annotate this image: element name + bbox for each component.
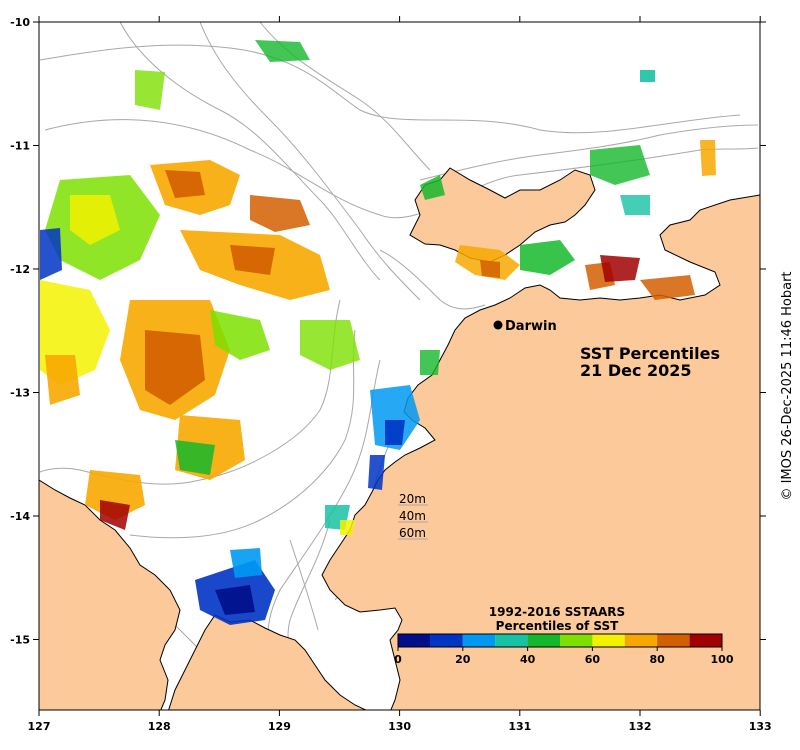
colorbar-tick-label: 40 (520, 653, 536, 666)
colorbar-swatch (527, 634, 560, 647)
colorbar-swatch (398, 634, 431, 647)
lon-tick-label: 130 (388, 720, 411, 733)
depth-label-20m: 20m (399, 492, 426, 506)
colorbar-title-line2: Percentiles of SST (496, 619, 619, 633)
lon-tick-label: 128 (148, 720, 171, 733)
lon-tick-label: 129 (268, 720, 291, 733)
lat-tick-label: -13 (10, 387, 30, 400)
colorbar-tick-label: 100 (711, 653, 734, 666)
lon-tick-label: 127 (28, 720, 51, 733)
southern-land (168, 614, 367, 710)
lat-tick-label: -11 (10, 140, 30, 153)
colorbar: 1992-2016 SSTAARS Percentiles of SST 0 20… (394, 605, 734, 666)
map-title-line1: SST Percentiles (580, 344, 720, 363)
lat-tick-label: -15 (10, 634, 30, 647)
colorbar-swatch (462, 634, 496, 647)
longitude-axis: 127 128 129 130 131 132 133 (28, 16, 772, 733)
land (39, 167, 760, 710)
lon-tick-label: 133 (749, 720, 772, 733)
darwin-marker-icon (493, 320, 503, 330)
sst-data-patches (40, 40, 716, 625)
colorbar-tick-label: 60 (585, 653, 601, 666)
colorbar-ticks: 0 20 40 60 80 100 (394, 647, 734, 666)
lon-tick-label: 131 (508, 720, 531, 733)
colorbar-swatch (495, 634, 528, 647)
darwin-label: Darwin (505, 319, 557, 334)
depth-legend: 20m 40m 60m (398, 492, 428, 540)
colorbar-swatch (657, 634, 690, 647)
colorbar-swatch (624, 634, 658, 647)
colorbar-swatch (592, 634, 625, 647)
colorbar-swatch (560, 634, 593, 647)
colorbar-border (397, 633, 723, 648)
lat-tick-label: -14 (10, 510, 30, 523)
credit-text: © IMOS 26-Dec-2025 11:46 Hobart (780, 271, 795, 500)
depth-label-40m: 40m (399, 509, 426, 523)
lat-tick-label: -12 (10, 263, 30, 276)
latitude-axis: -10 -11 -12 -13 -14 -15 (10, 16, 766, 647)
lat-tick-label: -10 (10, 16, 30, 29)
depth-label-60m: 60m (399, 526, 426, 540)
colorbar-swatch (689, 634, 722, 647)
colorbar-swatch (430, 634, 463, 647)
colorbar-tick-label: 20 (455, 653, 471, 666)
colorbar-title-line1: 1992-2016 SSTAARS (489, 605, 625, 619)
colorbar-swatches (397, 633, 723, 648)
map-title-line2: 21 Dec 2025 (580, 361, 692, 380)
colorbar-tick-label: 80 (650, 653, 666, 666)
lon-tick-label: 132 (629, 720, 652, 733)
colorbar-tick-label: 0 (394, 653, 402, 666)
